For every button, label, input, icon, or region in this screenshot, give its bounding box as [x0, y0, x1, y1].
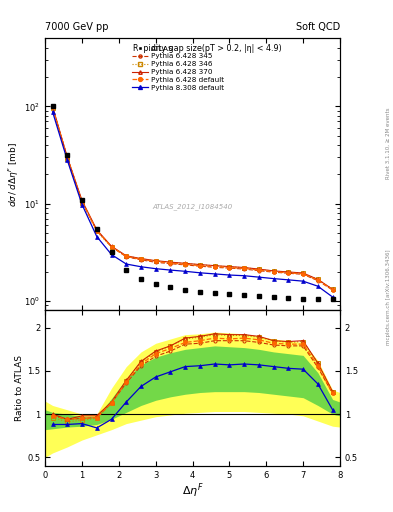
Text: Soft QCD: Soft QCD	[296, 22, 340, 32]
Text: 7000 GeV pp: 7000 GeV pp	[45, 22, 109, 32]
Text: mcplots.cern.ch [arXiv:1306.3436]: mcplots.cern.ch [arXiv:1306.3436]	[386, 249, 391, 345]
Y-axis label: Ratio to ATLAS: Ratio to ATLAS	[15, 355, 24, 421]
Legend: ATLAS, Pythia 6.428 345, Pythia 6.428 346, Pythia 6.428 370, Pythia 6.428 defaul: ATLAS, Pythia 6.428 345, Pythia 6.428 34…	[129, 42, 227, 94]
X-axis label: $\Delta\eta^F$: $\Delta\eta^F$	[182, 481, 204, 500]
Text: Rivet 3.1.10, ≥ 2M events: Rivet 3.1.10, ≥ 2M events	[386, 108, 391, 179]
Text: ATLAS_2012_I1084540: ATLAS_2012_I1084540	[152, 204, 233, 210]
Text: Rapidity gap size(pT > 0.2, |η| < 4.9): Rapidity gap size(pT > 0.2, |η| < 4.9)	[133, 44, 282, 53]
Y-axis label: $d\sigma\,/\,d\Delta\eta^F$ [mb]: $d\sigma\,/\,d\Delta\eta^F$ [mb]	[7, 142, 22, 207]
